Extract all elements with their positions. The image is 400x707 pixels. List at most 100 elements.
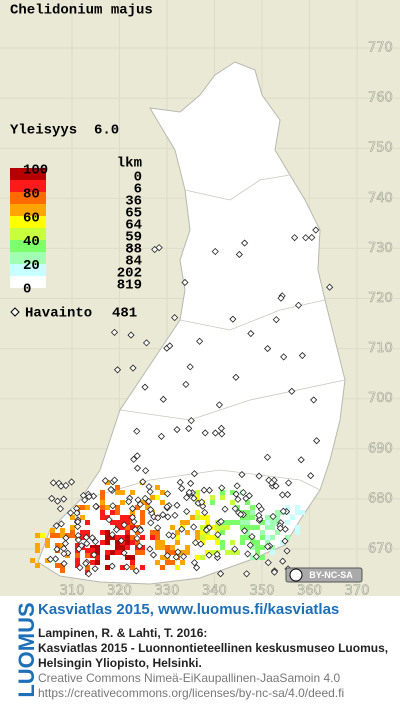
abundance-cell bbox=[100, 505, 105, 510]
abundance-cell bbox=[210, 525, 215, 530]
abundance-cell bbox=[245, 525, 250, 530]
abundance-cell bbox=[80, 505, 85, 510]
abundance-cell bbox=[220, 545, 225, 550]
observation-point bbox=[105, 516, 113, 524]
abundance-cell bbox=[200, 555, 205, 560]
y-coordinate: 710 bbox=[368, 341, 393, 356]
observation-point bbox=[123, 563, 131, 571]
legend-swatch bbox=[10, 180, 46, 192]
observation-point bbox=[60, 495, 68, 503]
observation-point bbox=[147, 505, 155, 514]
abundance-cell bbox=[265, 535, 270, 540]
abundance-cell bbox=[190, 515, 195, 520]
observation-point bbox=[238, 471, 246, 479]
brand: LUOMUS bbox=[14, 602, 39, 697]
abundance-cell bbox=[120, 525, 125, 530]
observation-label: Havainto bbox=[25, 306, 92, 322]
abundance-cell bbox=[70, 525, 75, 530]
abundance-cell bbox=[105, 535, 110, 540]
abundance-cell bbox=[140, 500, 145, 505]
frequency-value: 6.0 bbox=[94, 123, 119, 139]
observation-point bbox=[217, 424, 225, 432]
observation-point bbox=[201, 429, 209, 437]
abundance-cell bbox=[250, 525, 255, 530]
abundance-cell bbox=[220, 530, 225, 535]
abundance-cell bbox=[150, 535, 155, 540]
abundance-cell bbox=[110, 550, 115, 555]
observation-point bbox=[137, 526, 145, 534]
observation-point bbox=[85, 493, 93, 501]
observation-points bbox=[46, 226, 334, 578]
observation-point bbox=[190, 523, 198, 531]
legend-count: 6 bbox=[134, 182, 142, 198]
observation-point bbox=[178, 484, 186, 493]
observation-point bbox=[133, 464, 142, 472]
abundance-cell bbox=[245, 530, 250, 535]
observation-point bbox=[313, 437, 321, 445]
abundance-cell bbox=[155, 535, 160, 540]
y-coordinate: 690 bbox=[368, 441, 393, 456]
abundance-cell bbox=[220, 540, 225, 545]
legend-count: 65 bbox=[125, 206, 142, 222]
abundance-cell bbox=[205, 515, 210, 520]
abundance-cell bbox=[240, 520, 245, 525]
badge-text: BY-NC-SA bbox=[309, 570, 353, 580]
observation-point bbox=[75, 545, 83, 553]
observation-point bbox=[277, 294, 285, 302]
abundance-cell bbox=[60, 568, 65, 573]
abundance-cell bbox=[105, 555, 110, 560]
abundance-cell bbox=[245, 500, 250, 505]
observation-point bbox=[139, 478, 147, 486]
observation-point bbox=[202, 526, 210, 534]
observation-point bbox=[154, 514, 162, 522]
abundance-cell bbox=[130, 510, 135, 515]
abundance-cell bbox=[180, 550, 185, 555]
abundance-cell bbox=[125, 540, 130, 545]
observation-point bbox=[73, 509, 81, 517]
observation-point bbox=[164, 513, 172, 521]
abundance-cell bbox=[170, 545, 175, 550]
observation-point bbox=[255, 472, 263, 480]
observation-point bbox=[163, 552, 171, 560]
abundance-cell bbox=[240, 515, 245, 520]
abundance-cell bbox=[85, 505, 90, 510]
observation-point bbox=[171, 314, 179, 322]
observation-point bbox=[130, 455, 138, 463]
citation: Kasviatlas 2015 - Luonnontieteellinen ke… bbox=[38, 641, 388, 655]
observation-point bbox=[179, 553, 188, 561]
abundance-cell bbox=[140, 510, 145, 515]
observation-point bbox=[248, 533, 256, 541]
license-url[interactable]: https://creativecommons.org/licenses/by-… bbox=[38, 686, 344, 700]
abundance-cell bbox=[255, 525, 260, 530]
legend-swatch bbox=[10, 276, 46, 288]
observation-point bbox=[185, 488, 193, 497]
abundance-cell bbox=[115, 505, 120, 510]
observation-point bbox=[181, 278, 189, 287]
footer-link[interactable]: Kasviatlas 2015, www.luomus.fi/kasviatla… bbox=[38, 601, 339, 618]
observation-point bbox=[127, 331, 135, 339]
observation-point bbox=[297, 456, 305, 464]
abundance-cell bbox=[110, 510, 115, 515]
abundance-cell bbox=[260, 555, 265, 560]
observation-point bbox=[244, 550, 252, 558]
abundance-cell bbox=[245, 520, 250, 525]
observation-point bbox=[173, 426, 181, 434]
observation-point bbox=[46, 555, 55, 563]
abundance-cell bbox=[85, 548, 90, 553]
observation-point bbox=[57, 482, 65, 490]
observation-point bbox=[197, 540, 205, 548]
observation-point bbox=[142, 467, 150, 475]
citation: Lampinen, R. & Lahti, T. 2016: bbox=[38, 626, 207, 640]
abundance-cell bbox=[155, 560, 160, 565]
observation-point bbox=[146, 488, 154, 496]
observation-point bbox=[101, 477, 109, 485]
x-coordinate: 310 bbox=[60, 584, 85, 599]
abundance-cell bbox=[130, 560, 135, 565]
observation-point bbox=[241, 239, 249, 247]
observation-point bbox=[82, 559, 90, 568]
observation-point bbox=[232, 373, 240, 381]
observation-point bbox=[166, 342, 174, 350]
abundance-cell bbox=[200, 515, 205, 520]
observation-point bbox=[74, 518, 82, 526]
